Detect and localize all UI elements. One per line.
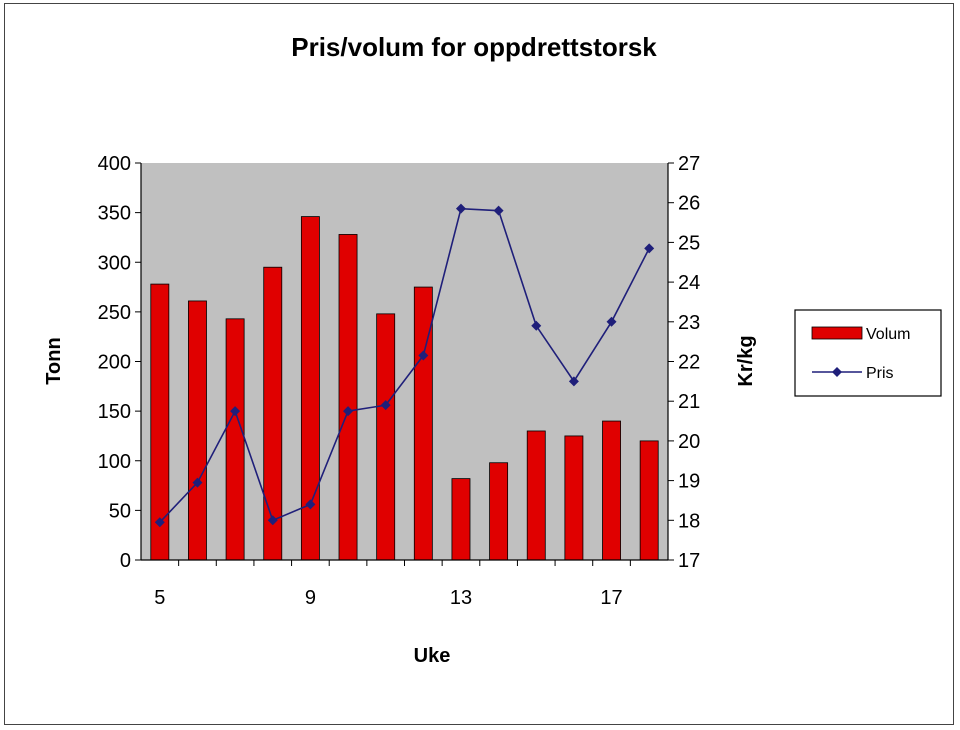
y2-tick-label: 20 xyxy=(678,431,700,453)
pris-point xyxy=(568,376,579,387)
y2-tick-label: 25 xyxy=(678,232,700,254)
y-tick-label: 400 xyxy=(98,153,131,175)
y-axis-title: Tonn xyxy=(43,337,65,384)
pris-point xyxy=(455,203,466,214)
pris-point xyxy=(606,316,617,327)
pris-points xyxy=(154,203,655,528)
chart-title: Pris/volum for oppdrettstorsk xyxy=(291,32,657,62)
y-tick-label: 150 xyxy=(98,401,131,423)
y-tick-label: 350 xyxy=(98,203,131,225)
pris-point xyxy=(267,515,278,526)
y2-tick-label: 26 xyxy=(678,193,700,215)
x-axis-title: Uke xyxy=(414,645,451,667)
pris-point xyxy=(531,320,542,331)
legend: Volum Pris xyxy=(794,309,942,397)
y2-tick-label: 17 xyxy=(678,550,700,572)
pris-point xyxy=(380,400,391,411)
pris-line xyxy=(159,207,650,523)
x-tick-label: 5 xyxy=(154,587,165,609)
legend-pris-marker xyxy=(832,367,842,377)
x-tick-label: 13 xyxy=(450,587,472,609)
pris-point xyxy=(493,205,504,216)
volum-bar xyxy=(489,462,509,561)
pris-point xyxy=(154,517,165,528)
x-axis-ticks: 5 9 13 17 xyxy=(154,560,631,609)
y-tick-label: 0 xyxy=(120,550,131,572)
y-tick-label: 100 xyxy=(98,451,131,473)
plot-area xyxy=(141,163,668,560)
x-tick-label: 9 xyxy=(305,587,316,609)
y2-tick-label: 19 xyxy=(678,471,700,493)
volum-bar xyxy=(526,430,546,561)
volum-bar xyxy=(188,300,207,561)
y-tick-label: 50 xyxy=(109,500,131,522)
volum-bar xyxy=(338,234,358,561)
y-tick-label: 200 xyxy=(98,352,131,374)
pris-point xyxy=(192,477,203,488)
y2-tick-label: 18 xyxy=(678,510,700,532)
pris-point xyxy=(305,499,316,510)
pris-point xyxy=(230,406,241,417)
legend-pris-label: Pris xyxy=(866,365,894,382)
y2-tick-label: 23 xyxy=(678,312,700,334)
volum-bar xyxy=(602,420,621,561)
legend-volum-swatch xyxy=(811,326,863,340)
legend-box xyxy=(794,309,942,397)
volum-bar xyxy=(451,478,471,561)
volum-bar xyxy=(225,318,245,561)
volum-bar xyxy=(639,440,659,561)
pris-point xyxy=(343,406,354,417)
y2-axis-ticks: 17 18 19 20 21 22 23 24 25 26 27 xyxy=(668,153,700,572)
y2-tick-label: 21 xyxy=(678,391,700,413)
y2-tick-label: 27 xyxy=(678,153,700,175)
y-tick-label: 250 xyxy=(98,302,131,324)
x-tick-label: 17 xyxy=(600,587,622,609)
y-axis-ticks: 0 50 100 150 200 250 300 350 400 xyxy=(98,153,141,572)
y2-tick-label: 22 xyxy=(678,352,700,374)
volum-bar xyxy=(376,313,396,561)
legend-volum-label: Volum xyxy=(866,326,910,343)
pris-point xyxy=(418,350,429,361)
y2-axis-title: Kr/kg xyxy=(735,335,757,386)
pris-point xyxy=(644,243,655,254)
y-tick-label: 300 xyxy=(98,252,131,274)
volum-bar xyxy=(564,435,584,561)
y2-tick-label: 24 xyxy=(678,272,700,294)
